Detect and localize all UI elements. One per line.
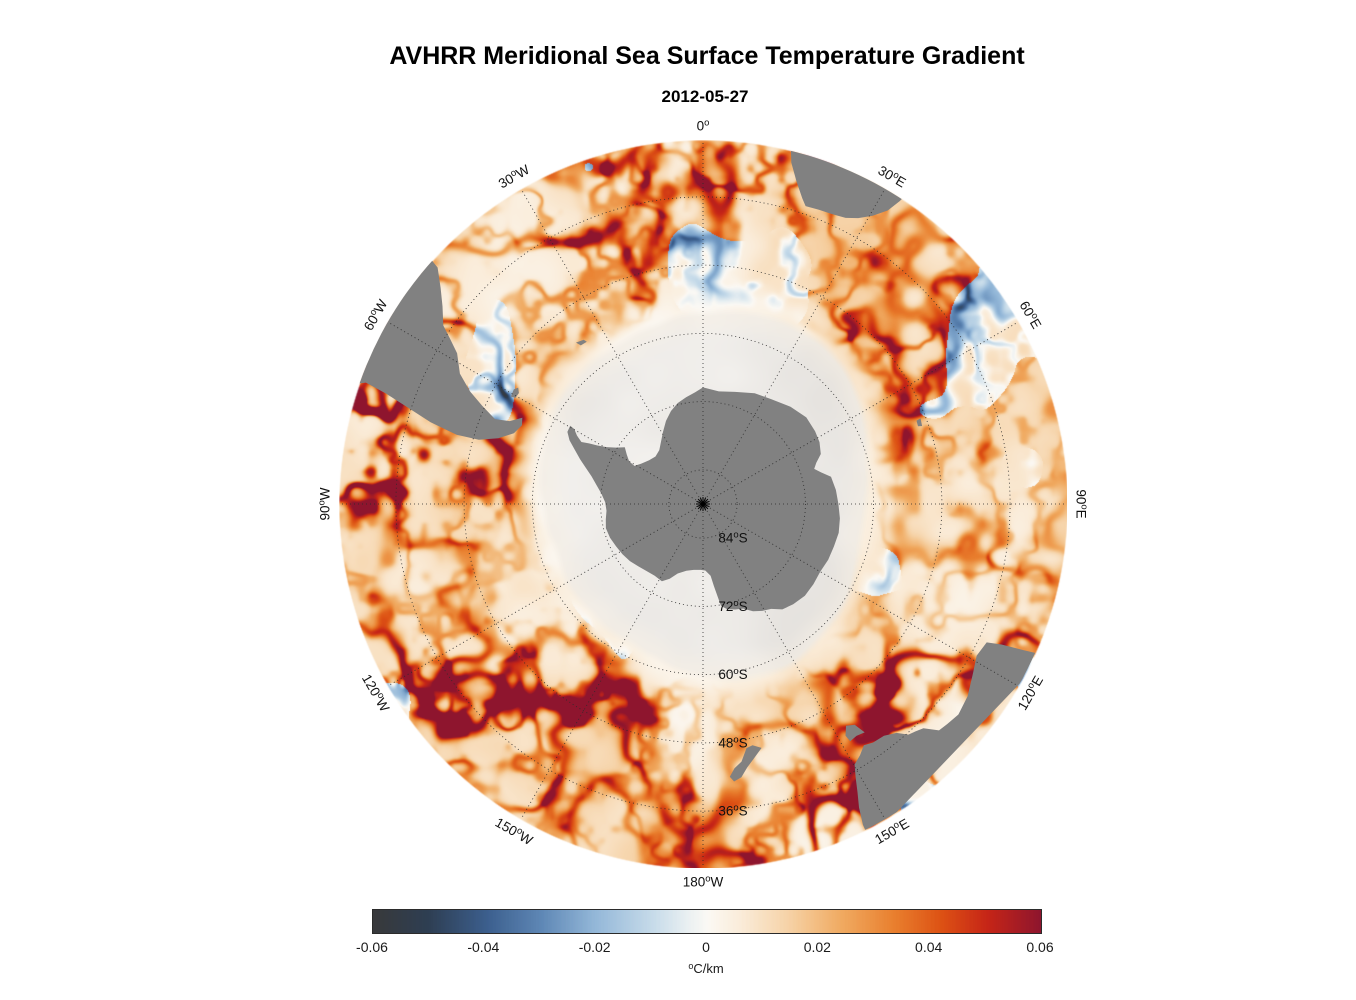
land-new-zealand-south xyxy=(729,745,762,782)
colorbar-tick-0: -0.06 xyxy=(356,939,388,955)
meridian-label-180W: 180oW xyxy=(683,874,724,890)
degree-glyph: o xyxy=(688,961,694,971)
colorbar-tick-6: 0.06 xyxy=(1026,939,1054,955)
parallel-label-84S: 84oS xyxy=(718,530,747,546)
graticule xyxy=(339,140,1067,868)
meridian-label-150W: 150oW xyxy=(493,814,536,848)
colorbar-tick-3: 0 xyxy=(702,939,710,955)
parallel-label-48S: 48oS xyxy=(718,734,747,750)
meridian-label-0: 0o xyxy=(697,118,710,134)
land-australia xyxy=(854,642,1047,841)
chart-title: AVHRR Meridional Sea Surface Temperature… xyxy=(389,42,1025,70)
meridian-label-30W: 30oW xyxy=(495,161,532,192)
meridian-label-120W: 120oW xyxy=(359,671,393,714)
unit-text: C/km xyxy=(693,961,724,976)
colorbar-tick-1: -0.04 xyxy=(467,939,500,955)
land-antarctica xyxy=(567,387,840,612)
pole-marker xyxy=(696,497,710,511)
land-falkland-islands xyxy=(510,387,519,398)
land-south-america xyxy=(347,251,523,440)
graticule-parallel-36S xyxy=(395,196,1011,812)
graticule-parallel-72S xyxy=(600,401,806,607)
parallel-label-72S: 72oS xyxy=(718,598,747,614)
land-tasmania xyxy=(845,724,865,742)
chart-date-subtitle: 2012-05-27 xyxy=(661,87,749,106)
meridian-label-90E: 90oE xyxy=(1074,489,1090,518)
meridian-label-90W: 90oW xyxy=(317,487,333,520)
map-overlay-svg: 0o30oE60oE90oE120oE150oE180oW150oW120oW9… xyxy=(317,118,1090,890)
colorbar-tick-4: 0.02 xyxy=(803,939,831,955)
parallel-label-60S: 60oS xyxy=(718,666,747,682)
land-kerguelen xyxy=(916,418,923,427)
meridian-label-60E: 60oE xyxy=(1017,298,1046,331)
colorbar-unit-label: oC/km xyxy=(372,961,1040,976)
colorbar-tick-5: 0.04 xyxy=(915,939,943,955)
colorbar-gradient xyxy=(372,909,1042,934)
graticule-parallel-60S xyxy=(531,332,875,676)
parallel-label-36S: 36oS xyxy=(718,803,747,819)
colorbar-tick-2: -0.02 xyxy=(578,939,611,955)
graticule-parallel-48S xyxy=(463,264,943,744)
colorbar-ticks: -0.06 -0.04 -0.02 0 0.02 0.04 0.06 xyxy=(356,939,1054,955)
graticule-parallel-84S xyxy=(668,469,738,539)
land-south-georgia xyxy=(576,339,587,346)
land-group xyxy=(347,140,1047,841)
meridian-label-30E: 30oE xyxy=(876,162,909,191)
